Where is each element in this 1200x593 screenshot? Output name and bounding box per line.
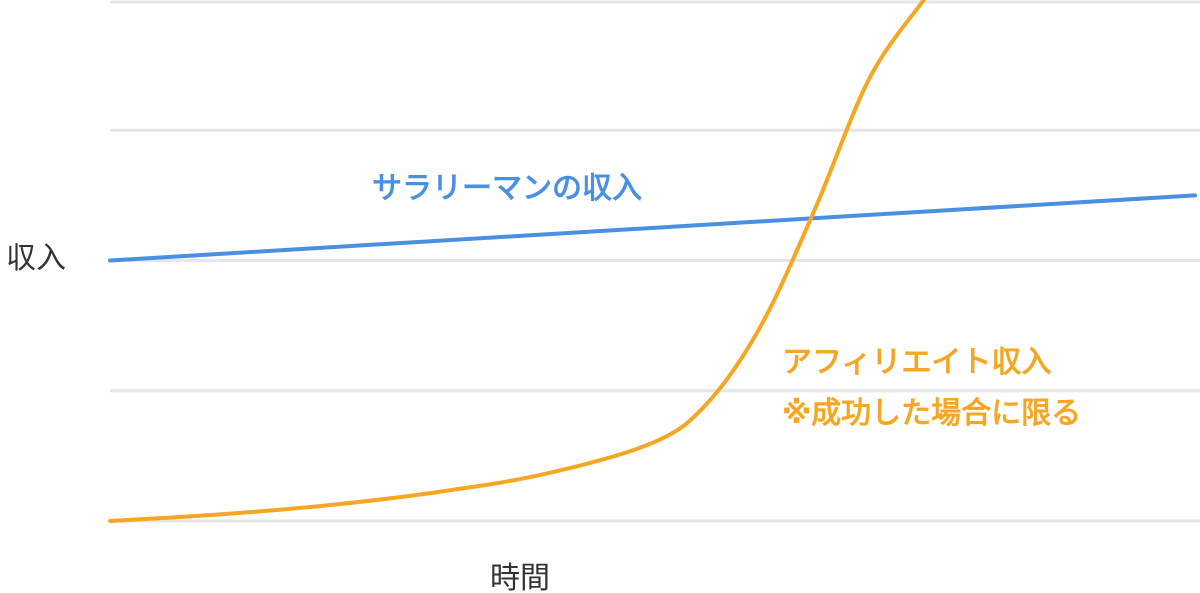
salary-annotation: サラリーマンの収入 xyxy=(372,171,642,206)
success-note-annotation: ※成功した場合に限る xyxy=(782,396,1081,431)
y-axis-label: 収入 xyxy=(6,241,66,276)
salary-income-line xyxy=(108,193,1197,263)
affiliate-income-line xyxy=(108,0,926,523)
x-axis-label: 時間 xyxy=(490,561,550,593)
series-group xyxy=(108,0,1197,523)
affiliate-annotation: アフィリエイト収入 xyxy=(782,345,1051,380)
grid xyxy=(110,0,1200,523)
